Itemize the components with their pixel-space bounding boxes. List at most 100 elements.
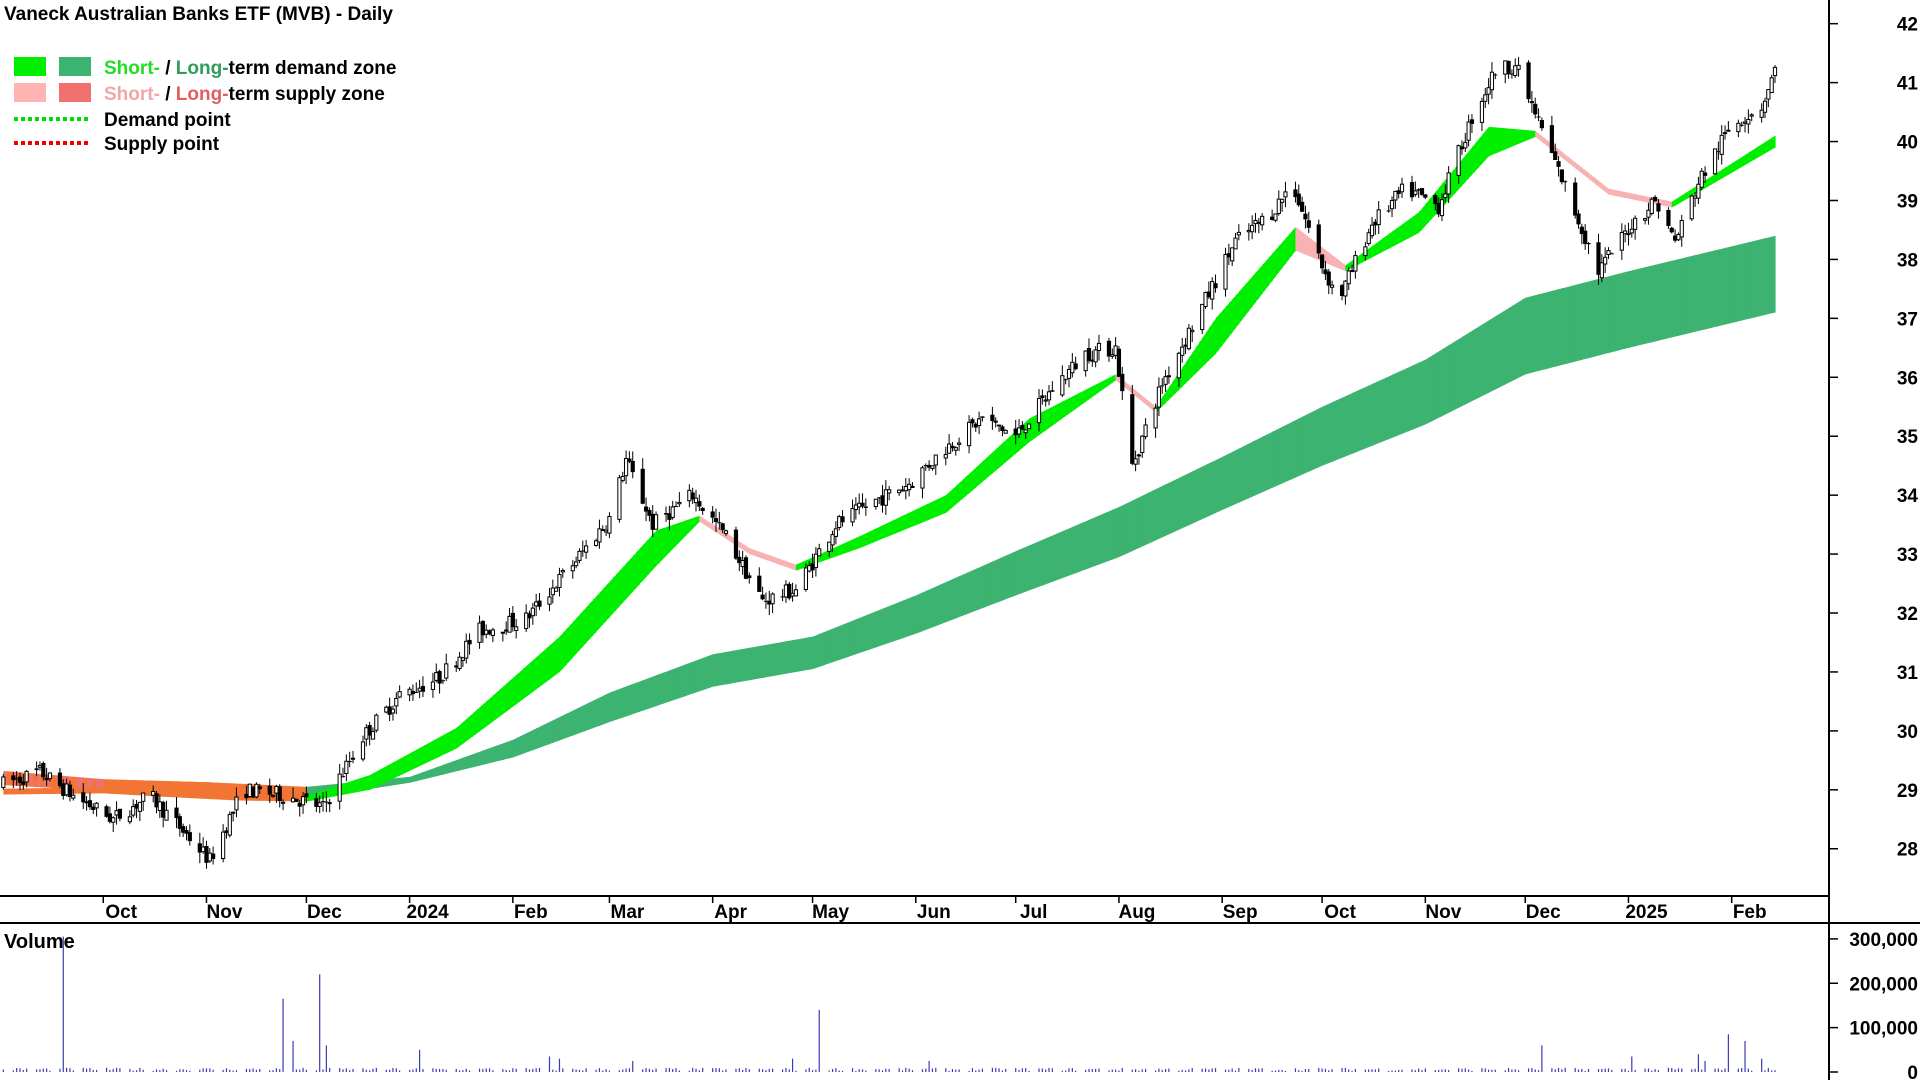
legend-swatch-long-demand <box>59 57 91 76</box>
long-term-zone-segment <box>1045 536 1050 585</box>
candle <box>840 510 845 527</box>
long-term-zone-segment <box>1718 248 1723 327</box>
short-term-zone-segment <box>662 527 667 560</box>
long-term-zone-segment <box>1228 451 1233 507</box>
candle <box>1626 222 1631 246</box>
long-term-zone-segment <box>772 643 777 677</box>
candle <box>394 692 399 715</box>
long-term-zone-segment <box>1738 243 1743 322</box>
long-term-zone-segment <box>899 600 904 640</box>
short-term-zone-segment <box>1328 252 1333 266</box>
long-term-zone-segment <box>499 743 504 761</box>
long-term-zone-segment <box>442 763 447 775</box>
long-term-zone-segment <box>1125 502 1130 554</box>
candle <box>467 633 472 655</box>
long-term-zone-segment <box>639 680 644 712</box>
candle <box>677 492 682 508</box>
long-term-zone-segment <box>1162 484 1167 538</box>
candle <box>1276 190 1281 216</box>
short-term-zone-segment <box>209 793 214 800</box>
short-term-zone-segment <box>556 636 561 675</box>
long-term-zone-segment <box>1691 255 1696 333</box>
long-term-zone-segment <box>795 638 800 672</box>
short-term-zone-segment <box>702 517 707 526</box>
long-term-zone-segment <box>622 686 627 718</box>
y-tick-label: 39 <box>1897 191 1918 212</box>
short-term-zone-segment <box>422 744 427 765</box>
long-term-zone-segment <box>722 651 727 685</box>
long-term-zone-segment <box>1751 240 1756 319</box>
candle <box>1339 283 1345 301</box>
candle <box>873 498 878 510</box>
short-term-zone-segment <box>1495 127 1500 154</box>
candle <box>1526 60 1531 103</box>
short-term-zone-segment <box>1491 127 1496 155</box>
short-term-zone-segment <box>1598 180 1603 190</box>
short-term-zone-segment <box>1561 151 1566 161</box>
short-term-zone-segment <box>462 719 467 744</box>
long-term-zone-segment <box>835 625 840 662</box>
long-term-zone-segment <box>1322 405 1327 466</box>
short-term-zone-segment <box>1052 404 1057 426</box>
candle <box>1396 186 1401 199</box>
long-term-zone-segment <box>189 781 194 794</box>
long-term-zone-segment <box>759 645 764 679</box>
short-term-zone-segment <box>392 760 397 779</box>
candle <box>1280 198 1285 212</box>
long-term-zone-segment <box>1441 347 1446 417</box>
long-term-zone-segment <box>739 648 744 682</box>
long-term-zone-segment <box>1232 450 1237 506</box>
candle <box>996 424 1002 432</box>
long-term-zone-segment <box>1135 497 1140 550</box>
short-term-zone-segment <box>636 548 640 588</box>
long-term-zone-segment <box>1308 411 1313 472</box>
short-term-zone-segment <box>782 559 787 568</box>
candle <box>1536 108 1541 122</box>
long-term-zone-segment <box>263 784 268 797</box>
candle <box>1116 346 1122 378</box>
candle <box>490 627 495 643</box>
candle <box>1653 195 1658 202</box>
short-term-zone-segment <box>136 789 141 796</box>
short-term-zone-segment <box>696 515 700 526</box>
short-term-zone-segment <box>949 489 954 510</box>
long-term-zone-segment <box>1198 466 1203 521</box>
short-term-zone-segment <box>925 503 930 521</box>
long-term-zone-segment <box>1072 525 1077 575</box>
candle <box>787 582 792 601</box>
short-term-zone-segment <box>333 785 337 797</box>
candle <box>993 417 998 428</box>
short-term-zone-segment <box>499 686 504 717</box>
candle <box>1036 389 1042 432</box>
short-term-zone-segment <box>359 777 364 792</box>
short-term-zone-segment <box>449 729 454 752</box>
short-term-zone-segment <box>163 790 168 797</box>
candle <box>184 826 189 841</box>
candle <box>1200 303 1205 335</box>
long-term-zone-segment <box>419 772 424 781</box>
short-term-zone-segment <box>652 530 657 570</box>
long-term-zone-segment <box>1378 379 1383 444</box>
short-term-zone-segment <box>552 639 557 677</box>
short-term-zone-segment <box>586 603 591 643</box>
long-term-zone-segment <box>1438 349 1443 418</box>
short-term-zone-segment <box>106 787 111 794</box>
short-term-zone-segment <box>975 464 980 488</box>
long-term-zone-segment <box>36 773 41 788</box>
long-term-zone-segment <box>749 647 754 681</box>
candle <box>500 631 505 642</box>
legend-suffix: term supply zone <box>229 84 385 105</box>
candle <box>1226 243 1231 266</box>
candle <box>1346 266 1351 290</box>
long-term-zone-segment <box>775 642 780 676</box>
short-term-zone-segment <box>1451 167 1456 197</box>
long-term-zone-segment <box>925 589 930 630</box>
short-term-zone-segment <box>1708 176 1713 187</box>
candle <box>627 451 632 464</box>
long-term-zone-segment <box>586 702 591 731</box>
short-term-zone-segment <box>1525 130 1530 141</box>
candle <box>953 446 958 456</box>
long-term-zone-segment <box>1748 241 1753 319</box>
short-term-zone-segment <box>1395 226 1400 246</box>
